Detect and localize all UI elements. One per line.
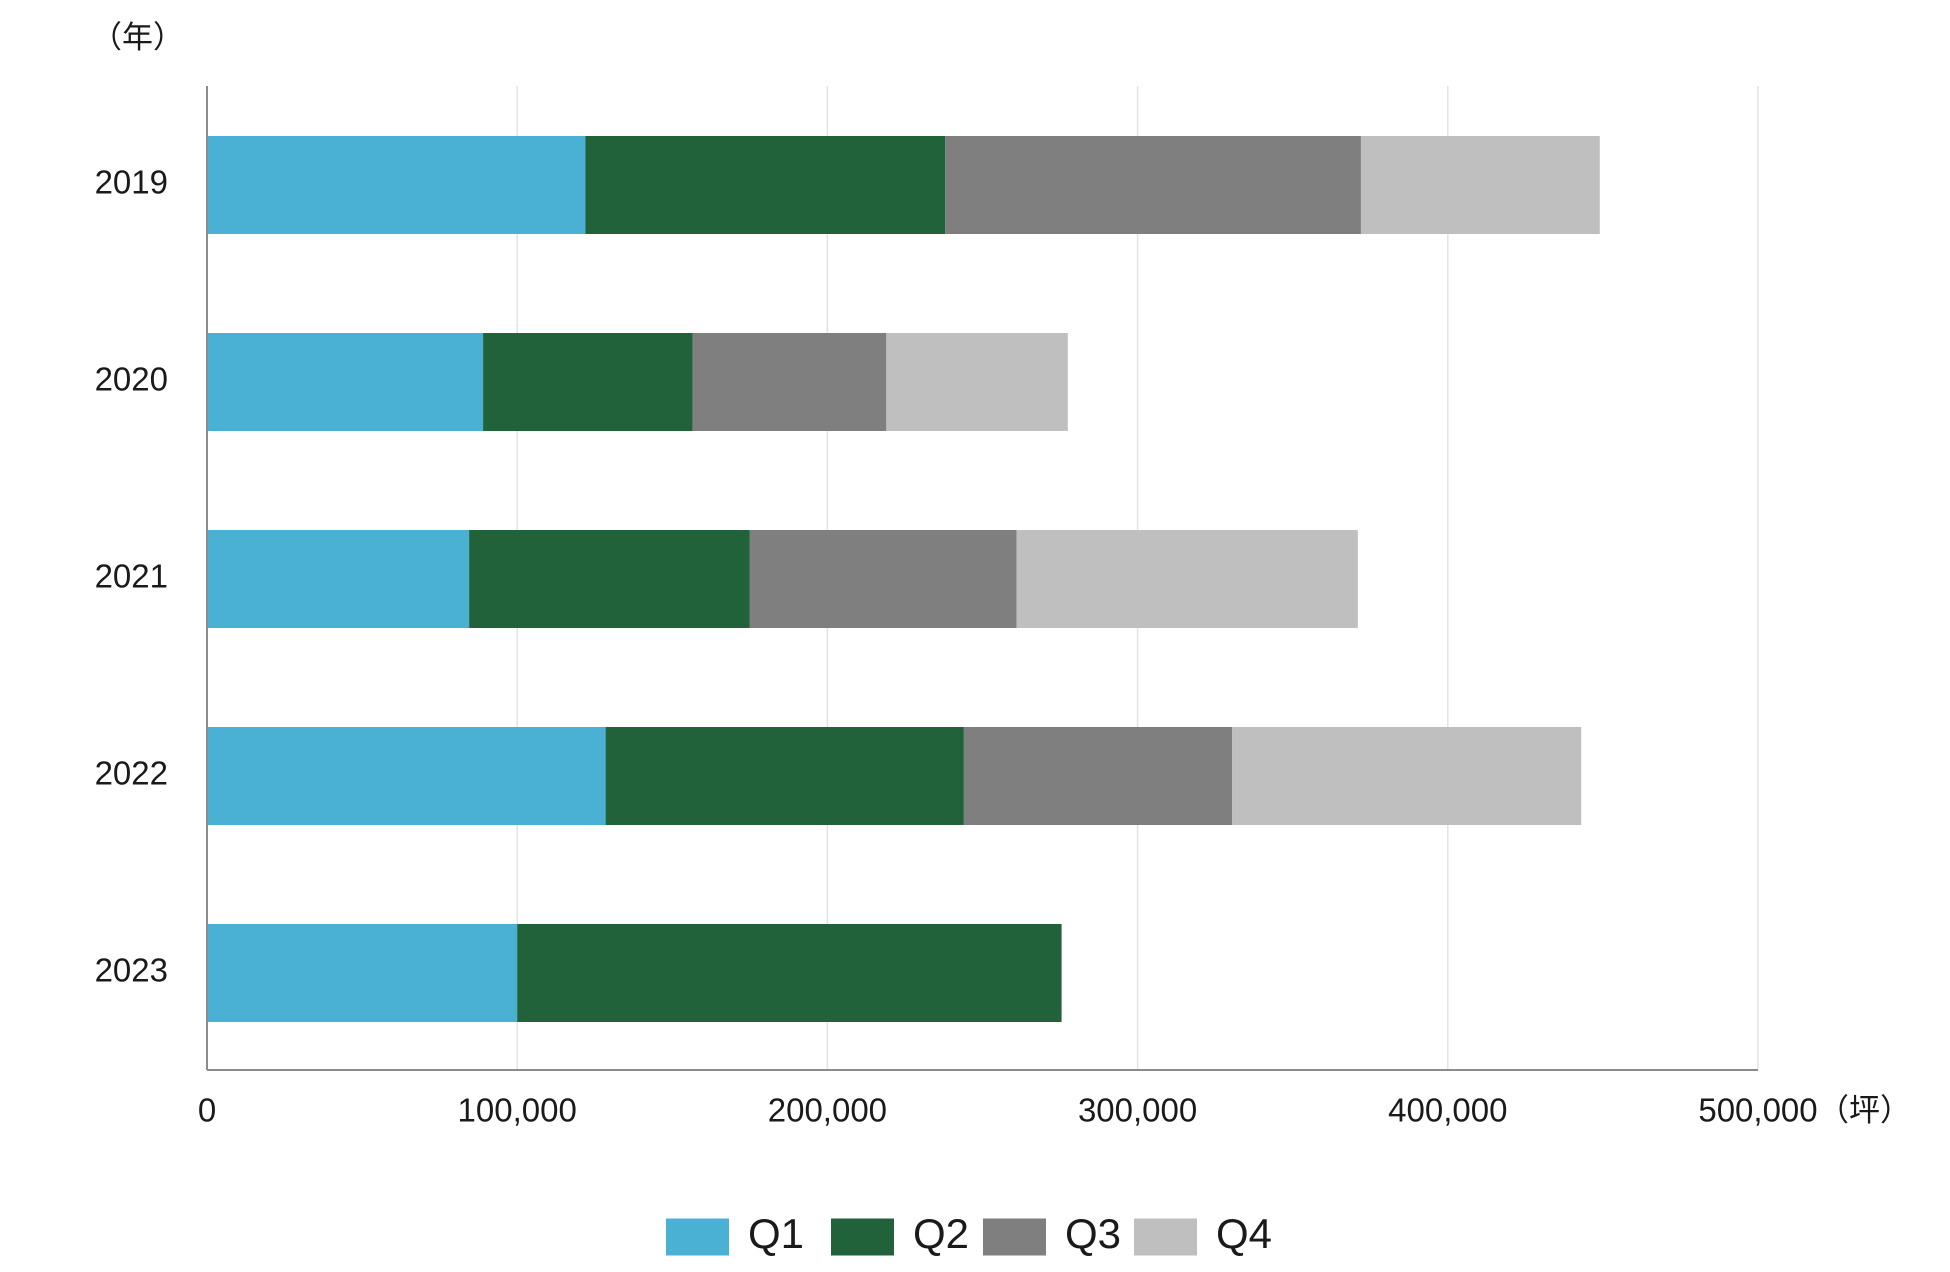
bar-q4-2020 <box>886 333 1068 431</box>
y-tick-label: 2021 <box>95 558 168 595</box>
y-axis-unit-label: （年） <box>91 20 184 55</box>
y-tick-label: 2020 <box>95 361 168 398</box>
bar-q2-2021 <box>469 530 750 628</box>
y-tick-label: 2023 <box>95 952 168 989</box>
bar-q2-2022 <box>605 727 964 825</box>
bar-q3-2022 <box>963 727 1233 825</box>
legend-label-q4: Q4 <box>1216 1210 1272 1257</box>
bar-q3-2021 <box>749 530 1017 628</box>
legend-label-q1: Q1 <box>748 1210 804 1257</box>
y-tick-label: 2019 <box>95 164 168 201</box>
legend-swatch-q1 <box>666 1218 729 1256</box>
bar-q4-2019 <box>1360 136 1600 234</box>
bar-q1-2019 <box>207 136 586 234</box>
bar-q1-2022 <box>207 727 606 825</box>
bar-q4-2021 <box>1016 530 1358 628</box>
bars <box>207 136 1600 1022</box>
legend-label-q2: Q2 <box>913 1210 969 1257</box>
x-tick-label: 400,000 <box>1388 1092 1507 1129</box>
bar-q2-2023 <box>517 924 1062 1022</box>
bar-q1-2023 <box>207 924 518 1022</box>
bar-q4-2022 <box>1232 727 1582 825</box>
bar-q3-2019 <box>945 136 1361 234</box>
x-tick-label: 300,000 <box>1078 1092 1197 1129</box>
bar-q1-2020 <box>207 333 484 431</box>
x-tick-label: 200,000 <box>768 1092 887 1129</box>
x-tick-label: 500,000 <box>1698 1092 1817 1129</box>
bar-q2-2020 <box>483 333 693 431</box>
y-tick-label: 2022 <box>95 755 168 792</box>
legend: Q1 Q2 Q3 Q4 <box>666 1210 1272 1257</box>
x-tick-label: 0 <box>198 1092 216 1129</box>
tick-labels: 2019 2020 2021 2022 2023 0 100,000 200,000 300,0… <box>95 164 1818 1129</box>
legend-swatch-q4 <box>1134 1218 1197 1256</box>
legend-swatch-q3 <box>983 1218 1046 1256</box>
bar-q1-2021 <box>207 530 470 628</box>
legend-swatch-q2 <box>831 1218 894 1256</box>
bar-q2-2019 <box>585 136 946 234</box>
x-tick-label: 100,000 <box>458 1092 577 1129</box>
legend-label-q3: Q3 <box>1065 1210 1121 1257</box>
axes <box>206 86 1758 1071</box>
bar-q3-2020 <box>692 333 887 431</box>
x-axis-unit-label: （坪） <box>1818 1093 1911 1128</box>
